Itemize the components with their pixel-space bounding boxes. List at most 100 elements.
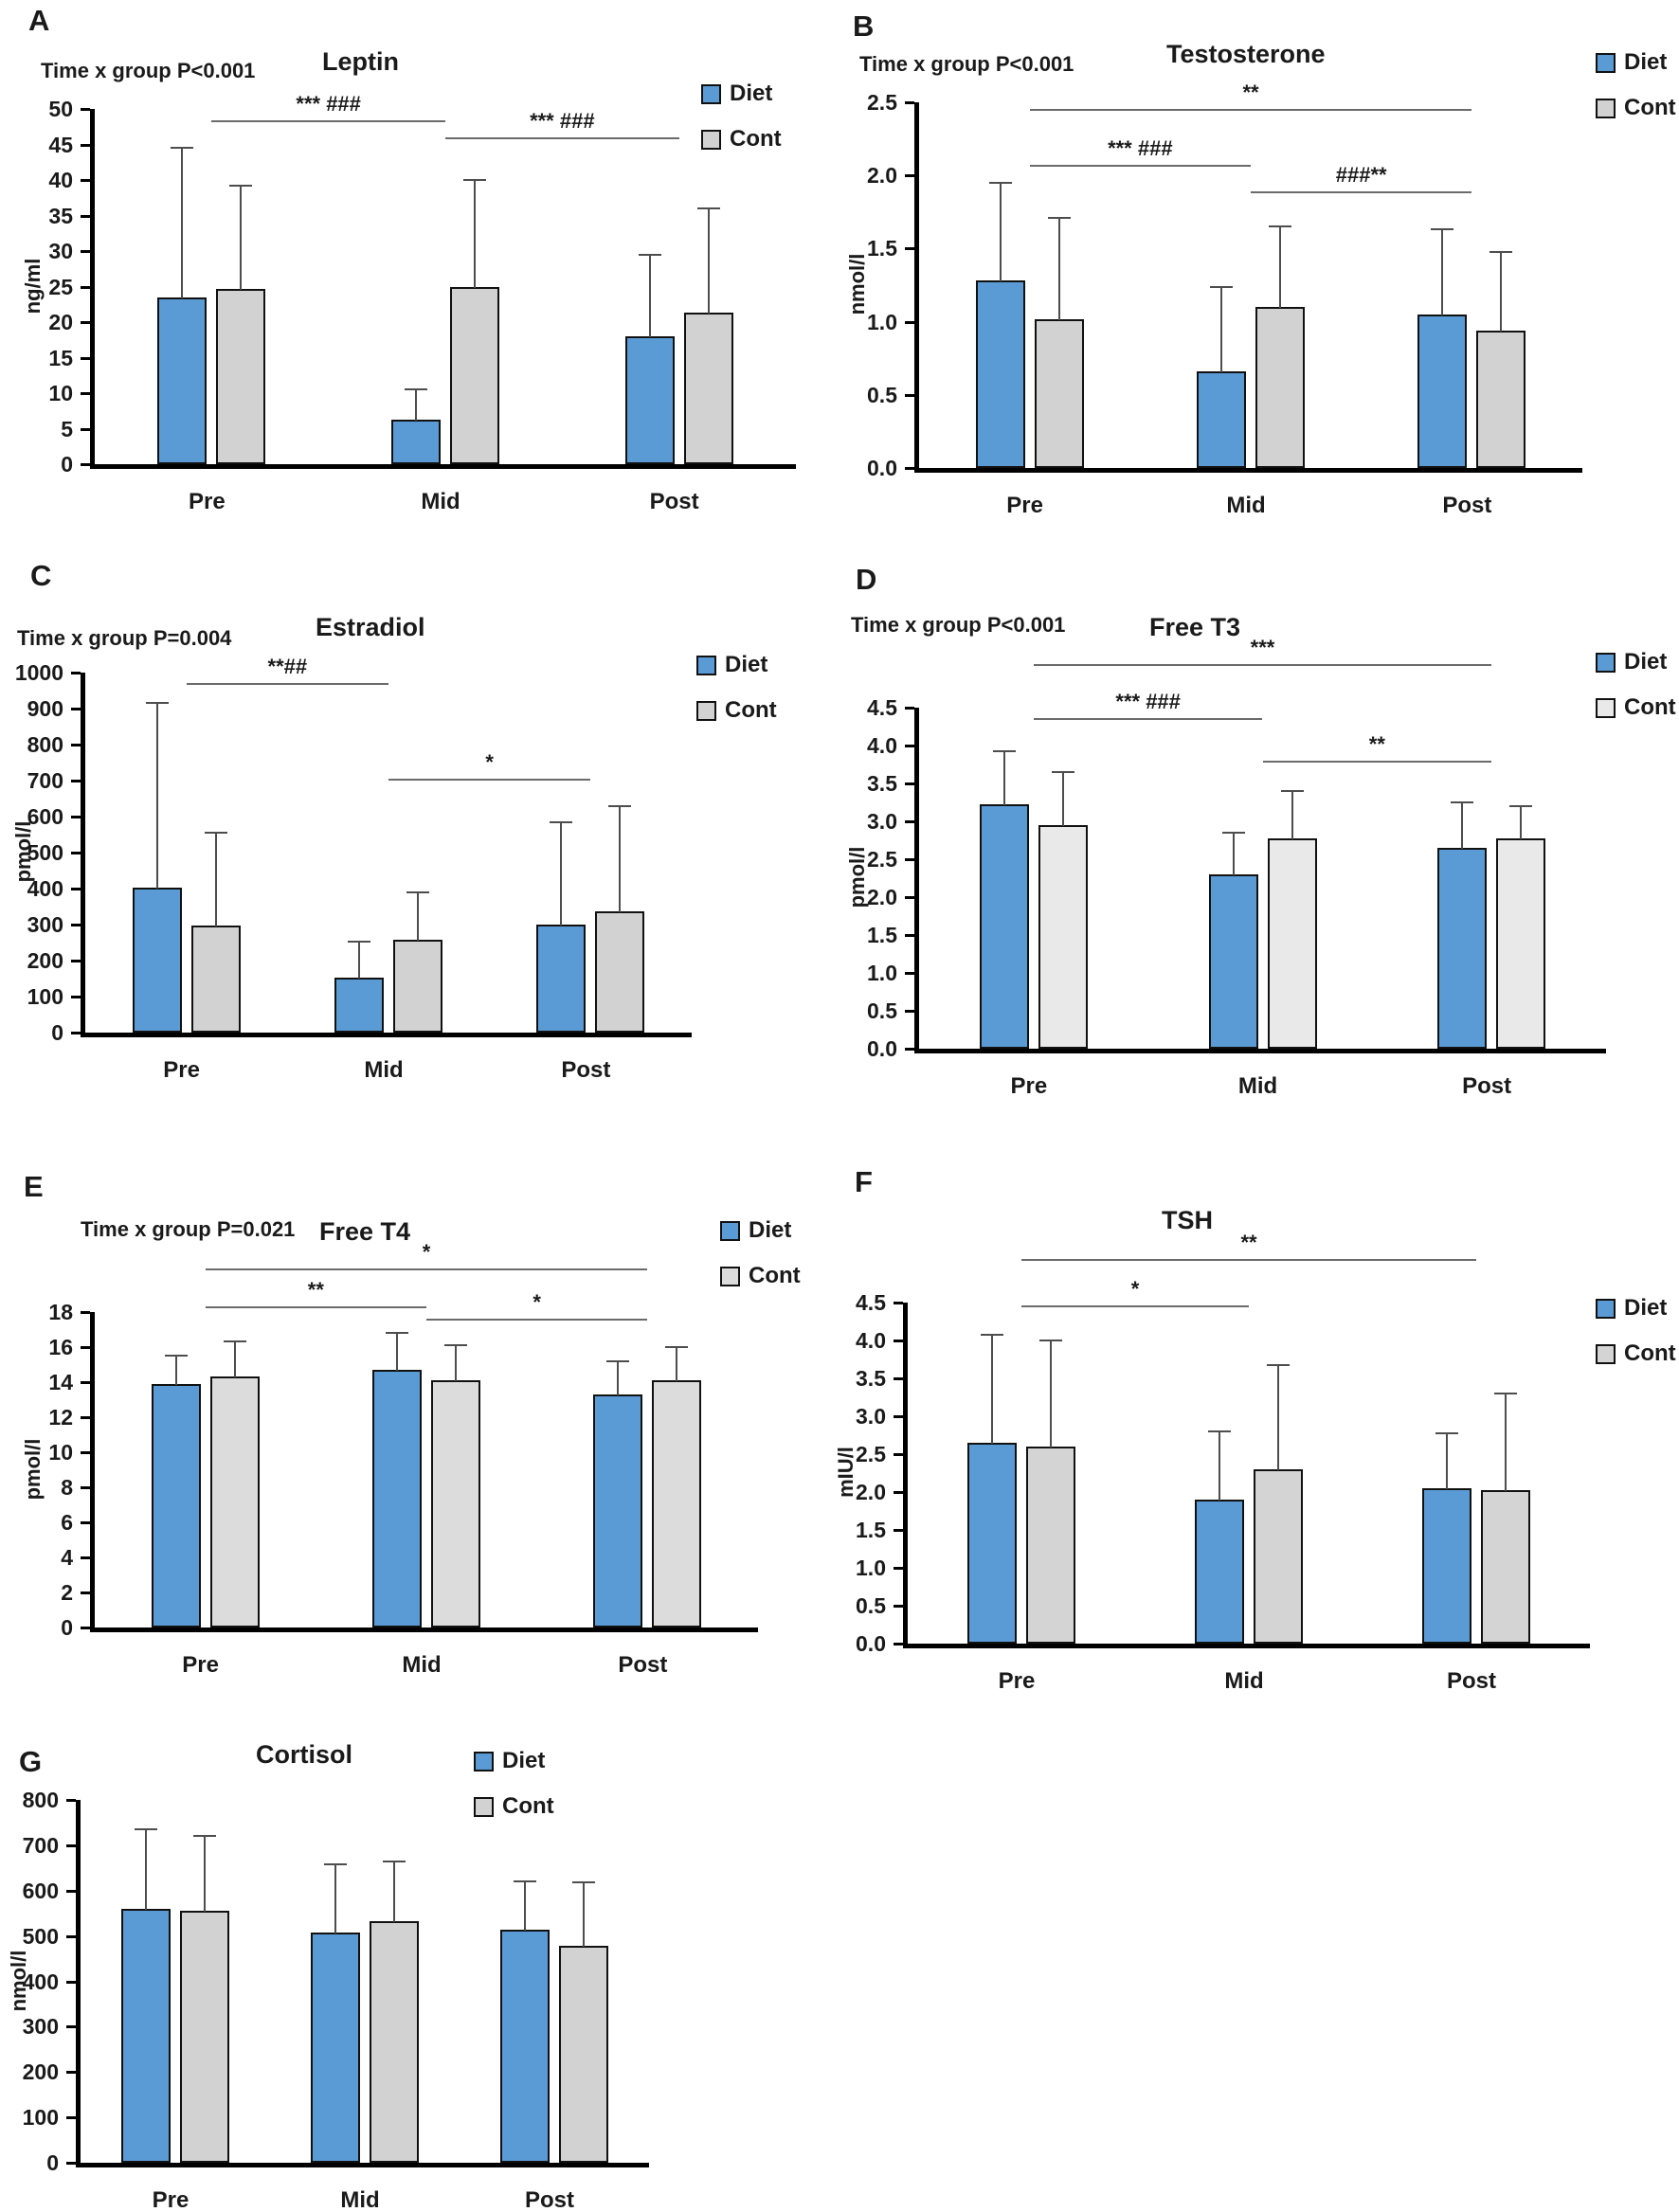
error-bar-diet-mid (1232, 833, 1235, 875)
bar-diet-pre (121, 1908, 171, 2163)
y-tick-label: 16 (48, 1335, 73, 1359)
error-bar-cont-mid (1291, 791, 1293, 839)
y-tick-label: 800 (27, 732, 63, 757)
x-category-label: Pre (163, 1057, 200, 1083)
error-bar-diet-pre (991, 1335, 993, 1444)
y-tick-label: 500 (22, 1923, 59, 1949)
error-bar-cont-mid (393, 1861, 395, 1923)
bar-cont-pre (190, 925, 241, 1033)
y-tick-mark (905, 467, 914, 470)
error-bar-cont-pre (214, 833, 217, 926)
x-category-label: Pre (1006, 493, 1043, 518)
error-bar-cont-post (1500, 251, 1503, 332)
significance-label: ** (1368, 731, 1385, 756)
significance-line (1021, 1304, 1249, 1307)
significance-line (205, 1306, 426, 1309)
panel-letter: B (853, 9, 875, 43)
y-tick-mark (81, 143, 90, 147)
panel-e: E Time x group P=0.021 Free T4 Diet Cont pmol… (0, 1160, 840, 1738)
chart-title: Free T4 (319, 1217, 411, 1246)
error-bar-cap (1435, 1432, 1458, 1435)
y-tick-label: 600 (27, 804, 63, 829)
bar-cont-mid (1254, 1469, 1303, 1644)
y-tick-label: 0 (61, 452, 73, 477)
y-tick-mark (905, 820, 914, 823)
y-tick-label: 2.5 (856, 1442, 886, 1466)
legend-label: Cont (1624, 694, 1676, 720)
error-bar-cap (550, 820, 573, 823)
panel-d: D Time x group P<0.001 Free T3 Diet Cont pmol… (840, 554, 1679, 1160)
error-bar-cap (135, 1828, 157, 1831)
y-tick-mark (81, 1451, 90, 1454)
bar-cont-pre (180, 1911, 229, 2163)
error-bar-cap (1208, 1430, 1231, 1432)
bar-diet-mid (334, 977, 384, 1033)
y-tick-label: 2.5 (867, 90, 897, 115)
y-tick-label: 900 (27, 696, 63, 721)
error-bar-cap (463, 179, 486, 181)
y-tick-mark (81, 1627, 90, 1629)
bar-cont-pre (1026, 1447, 1075, 1644)
y-tick-label: 1.5 (856, 1518, 886, 1542)
error-bar-cont-post (1505, 1394, 1507, 1491)
x-category-label: Mid (1224, 1668, 1264, 1694)
y-tick-mark (905, 782, 914, 785)
x-category-label: Pre (1010, 1073, 1048, 1099)
bar-cont-post (595, 910, 645, 1033)
chart-title: Testosterone (1166, 40, 1326, 68)
y-tick-label: 45 (48, 132, 73, 157)
legend-swatch-diet-icon (1596, 52, 1616, 73)
chart-title: TSH (1162, 1206, 1213, 1234)
y-tick-label: 35 (48, 203, 73, 228)
legend-label: Diet (1624, 649, 1668, 674)
y-tick-mark (81, 179, 90, 182)
y-tick-mark (71, 672, 81, 674)
y-tick-mark (894, 1643, 903, 1646)
legend-item-cont: Cont (1596, 694, 1676, 721)
bar-diet-pre (157, 297, 208, 464)
x-category-label: Pre (152, 2187, 190, 2212)
y-tick-mark (66, 2025, 76, 2029)
y-tick-mark (81, 356, 90, 360)
error-bar-cont-mid (1279, 226, 1281, 309)
legend-swatch-diet-icon (720, 1220, 740, 1241)
interaction-p-label: Time x group P<0.001 (41, 59, 256, 82)
bar-diet-mid (311, 1932, 360, 2163)
error-bar-cont-mid (1277, 1365, 1279, 1470)
y-tick-label: 0.0 (867, 1036, 897, 1061)
error-bar-cap (1451, 801, 1474, 803)
y-tick-mark (81, 1346, 90, 1349)
panel-letter: C (30, 559, 52, 592)
bar-cont-pre (216, 288, 266, 464)
error-bar-diet-post (560, 821, 563, 926)
legend-swatch-diet-icon (696, 655, 716, 675)
error-bar-cap (992, 749, 1016, 752)
bar-cont-post (683, 313, 733, 464)
y-tick-label: 100 (27, 984, 63, 1009)
panel-c: C Time x group P=0.004 Estradiol Diet Cont pm… (0, 554, 840, 1160)
interaction-p-label: Time x group P=0.004 (17, 626, 232, 650)
legend-swatch-diet-icon (1596, 652, 1616, 673)
panel-letter: D (856, 563, 877, 596)
y-tick-mark (81, 1486, 90, 1489)
y-tick-label: 4 (61, 1545, 73, 1570)
legend-item-cont: Cont (474, 1793, 554, 1820)
y-tick-label: 800 (22, 1788, 59, 1812)
y-tick-label: 4.5 (867, 695, 897, 720)
error-bar-cont-post (619, 805, 622, 912)
y-tick-mark (894, 1491, 903, 1494)
y-tick-mark (81, 463, 90, 466)
significance-line (445, 136, 679, 139)
error-bar-cap (1221, 832, 1245, 834)
error-bar-cap (665, 1346, 689, 1348)
y-tick-label: 6 (61, 1510, 73, 1535)
x-category-label: Post (1446, 1668, 1496, 1694)
legend-label: Cont (749, 1263, 801, 1288)
significance-label: ** (1240, 1231, 1257, 1254)
panel-letter: G (19, 1745, 43, 1778)
significance-line (211, 119, 445, 122)
y-tick-mark (894, 1340, 903, 1342)
y-tick-mark (66, 1843, 76, 1847)
y-tick-mark (905, 896, 914, 899)
significance-line (1029, 109, 1472, 112)
